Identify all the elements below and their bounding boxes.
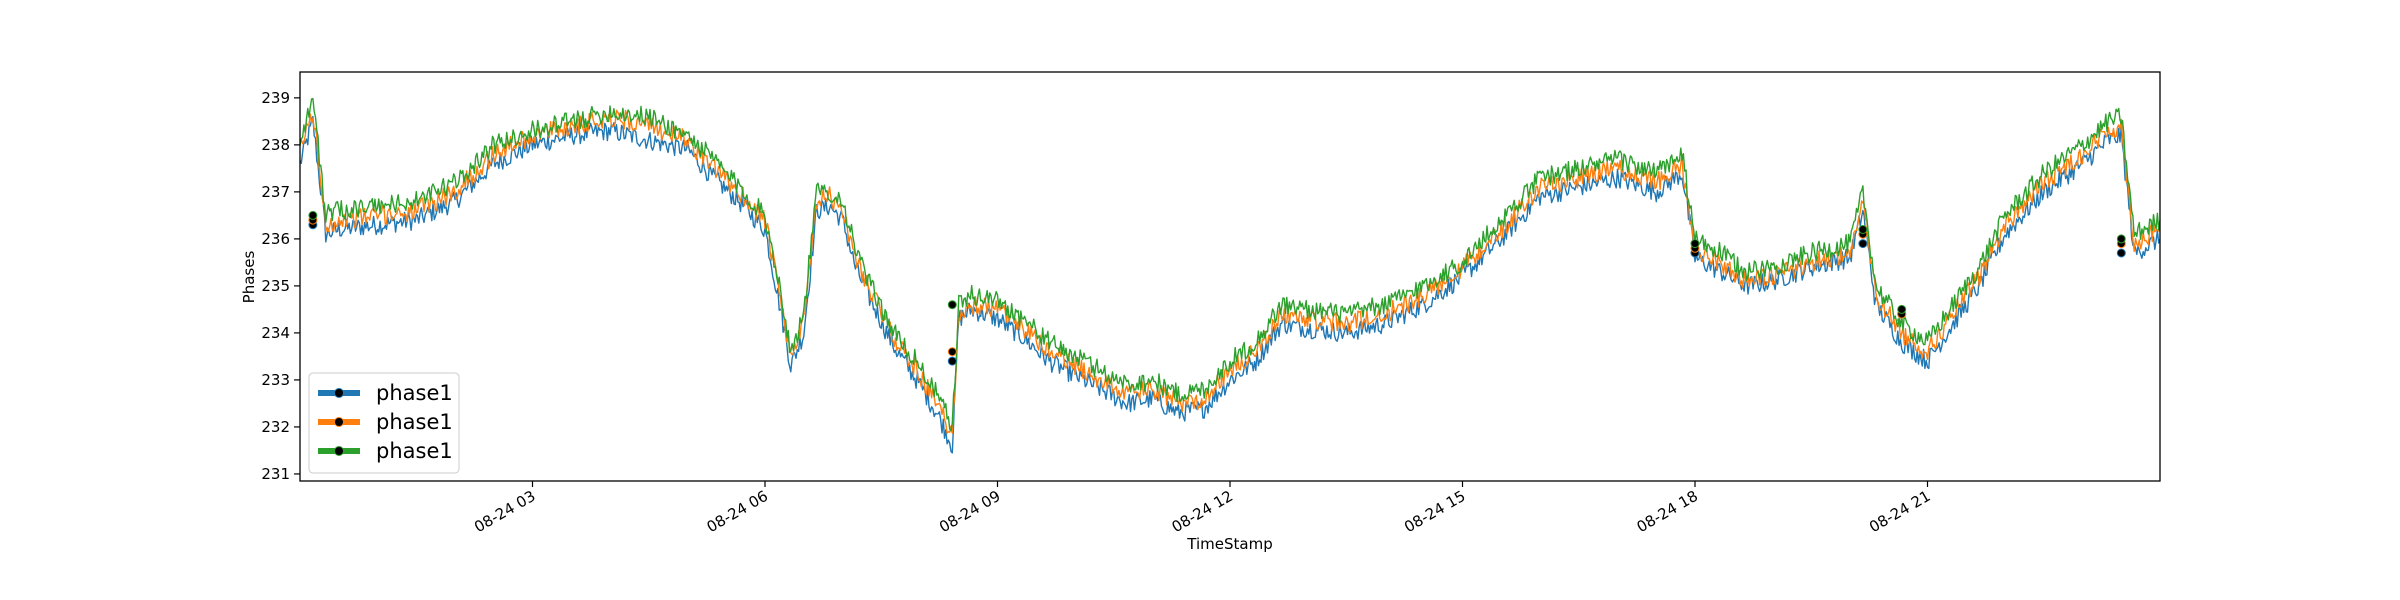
y-tick-label: 236 — [261, 230, 290, 248]
y-tick-label: 233 — [261, 371, 290, 389]
legend-marker — [334, 388, 344, 398]
x-tick-label: 08-24 09 — [936, 487, 1003, 536]
plot-lines — [299, 97, 2161, 454]
x-tick-label: 08-24 21 — [1866, 487, 1933, 536]
y-axis-label: Phases — [240, 251, 258, 304]
data-marker — [2116, 248, 2126, 258]
plot-markers — [308, 210, 2126, 366]
x-axis-label: TimeStamp — [1186, 535, 1272, 553]
y-tick-label: 232 — [261, 418, 290, 436]
data-marker — [947, 300, 957, 310]
x-tick-label: 08-24 18 — [1634, 487, 1701, 536]
y-tick-label: 238 — [261, 136, 290, 154]
y-axis: 231 232 233 234 235 236 237 238 239 — [261, 89, 300, 483]
legend-marker — [334, 417, 344, 427]
data-marker — [1858, 225, 1868, 234]
series-line-2 — [299, 109, 2161, 434]
y-tick-label: 234 — [261, 324, 290, 342]
x-tick-label: 08-24 15 — [1401, 487, 1468, 536]
y-tick-label: 237 — [261, 183, 290, 201]
y-tick-label: 231 — [261, 465, 290, 483]
x-tick-label: 08-24 06 — [704, 487, 771, 536]
series-line-1 — [299, 115, 2161, 454]
legend-label: phase1 — [376, 439, 453, 463]
x-tick-label: 08-24 12 — [1169, 487, 1236, 536]
series-line-3 — [299, 97, 2161, 432]
y-tick-label: 239 — [261, 89, 290, 107]
data-marker — [1858, 239, 1868, 249]
data-marker — [308, 210, 318, 220]
legend: phase1 phase1 phase1 — [308, 372, 460, 474]
x-axis: 08-24 03 08-24 06 08-24 09 08-24 12 08-24 15… — [471, 481, 1934, 536]
legend-label: phase1 — [376, 381, 453, 405]
legend-marker — [334, 446, 344, 456]
data-marker — [2116, 234, 2126, 244]
data-marker — [947, 347, 957, 357]
legend-label: phase1 — [376, 410, 453, 434]
data-marker — [947, 356, 957, 366]
data-marker — [1897, 304, 1907, 314]
x-tick-label: 08-24 03 — [471, 487, 538, 536]
y-tick-label: 235 — [261, 277, 290, 295]
data-marker — [1690, 239, 1700, 249]
